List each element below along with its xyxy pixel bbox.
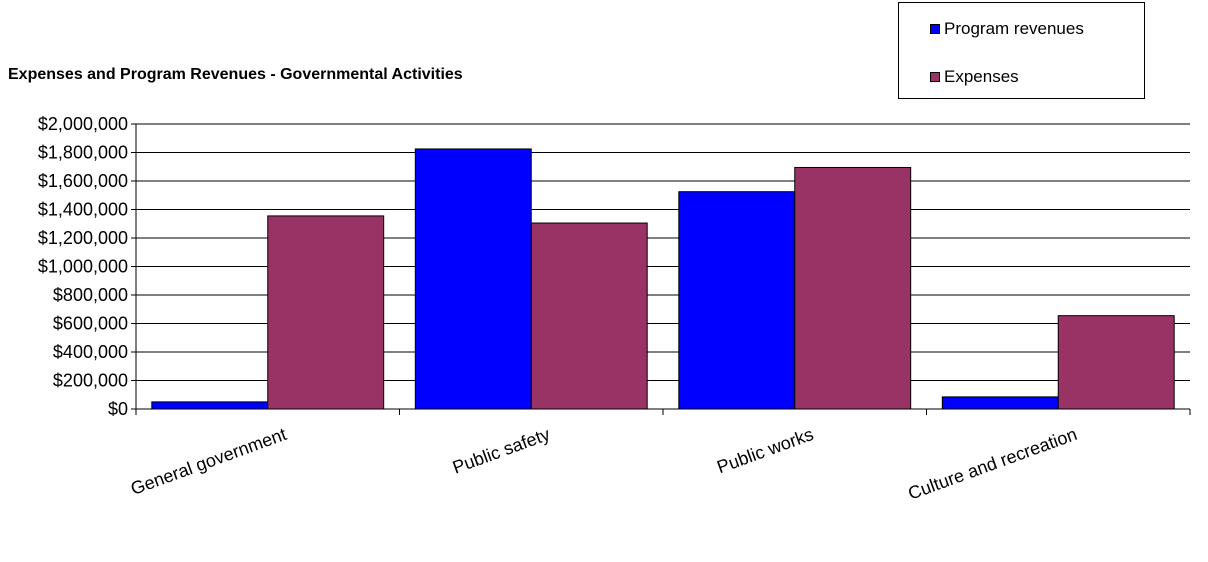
x-tick-label: Culture and recreation bbox=[905, 424, 1079, 504]
chart-title: Expenses and Program Revenues - Governme… bbox=[8, 66, 463, 83]
legend-label-expenses: Expenses bbox=[944, 67, 1019, 86]
bar-program-revenues bbox=[414, 148, 532, 410]
legend: Program revenues Expenses bbox=[898, 2, 1145, 99]
y-tick-label: $1,800,000 bbox=[38, 143, 128, 163]
y-tick-label: $2,000,000 bbox=[38, 114, 128, 134]
x-tick-label: Public safety bbox=[450, 424, 553, 478]
y-tick-label: $0 bbox=[108, 399, 128, 419]
bar-expenses bbox=[267, 215, 385, 410]
x-tick-label: Public works bbox=[714, 424, 816, 477]
bar-program-revenues bbox=[678, 191, 796, 410]
legend-item-program-revenues: Program revenues bbox=[930, 19, 1084, 39]
legend-swatch-program-revenues bbox=[930, 24, 940, 34]
bar-expenses bbox=[794, 166, 912, 410]
y-tick-label: $1,600,000 bbox=[38, 171, 128, 191]
y-tick-label: $200,000 bbox=[53, 371, 128, 391]
y-tick-label: $1,000,000 bbox=[38, 257, 128, 277]
legend-swatch-expenses bbox=[930, 72, 940, 82]
legend-item-expenses: Expenses bbox=[930, 67, 1019, 87]
y-tick-label: $800,000 bbox=[53, 285, 128, 305]
y-tick-label: $400,000 bbox=[53, 342, 128, 362]
y-tick-label: $1,400,000 bbox=[38, 200, 128, 220]
bar-program-revenues bbox=[151, 401, 269, 410]
bar-expenses bbox=[530, 222, 648, 410]
bar-program-revenues bbox=[941, 396, 1059, 410]
legend-label-program-revenues: Program revenues bbox=[944, 19, 1084, 38]
bar-expenses bbox=[1057, 315, 1175, 410]
x-tick-label: General government bbox=[128, 424, 289, 499]
y-tick-label: $600,000 bbox=[53, 314, 128, 334]
y-tick-label: $1,200,000 bbox=[38, 228, 128, 248]
